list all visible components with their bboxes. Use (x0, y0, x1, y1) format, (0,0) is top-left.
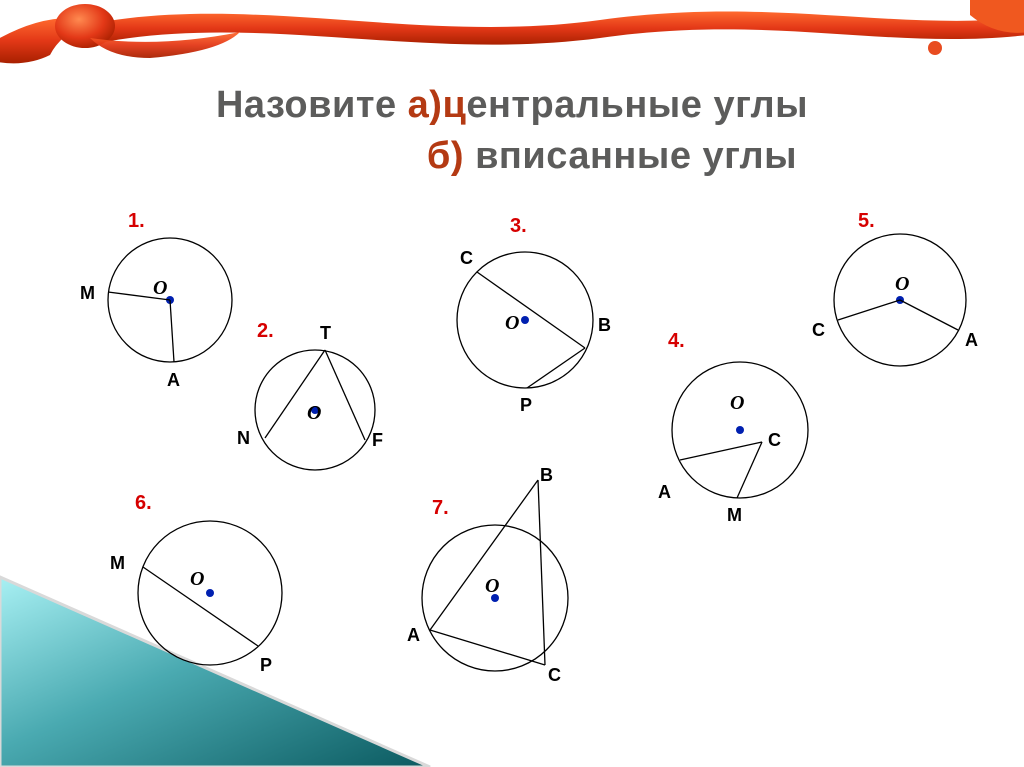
point-label-4-A: A (658, 482, 671, 503)
point-label-5-A: A (965, 330, 978, 351)
diagram-number-1: 1. (128, 210, 145, 233)
diagram-number-3: 3. (510, 215, 527, 238)
center-label-6: O (190, 568, 204, 591)
point-label-3-C: C (460, 248, 473, 269)
diagram-number-5: 5. (858, 210, 875, 233)
point-label-1-A: A (167, 370, 180, 391)
point-label-1-M: M (80, 283, 95, 304)
point-label-5-C: C (812, 320, 825, 341)
point-label-6-P: P (260, 655, 272, 676)
diagram-number-4: 4. (668, 330, 685, 353)
point-label-7-B: B (540, 465, 553, 486)
point-label-4-M: M (727, 505, 742, 526)
labels-layer: 1. O M A 2. O T N F 3. O C B P 4. O C A M 5. O C A 6. O M P 7. O A B C (0, 0, 1024, 767)
point-label-2-F: F (372, 430, 383, 451)
point-label-3-B: B (598, 315, 611, 336)
point-label-2-N: N (237, 428, 250, 449)
point-label-3-P: P (520, 395, 532, 416)
center-label-1: O (153, 277, 167, 300)
slide: Назовите а)центральные углы б) вписанные… (0, 0, 1024, 767)
point-label-6-M: M (110, 553, 125, 574)
point-label-7-A: A (407, 625, 420, 646)
point-label-2-T: T (320, 323, 331, 344)
diagram-number-7: 7. (432, 497, 449, 520)
center-label-7: O (485, 575, 499, 598)
center-label-2: O (307, 402, 321, 425)
point-label-7-C: C (548, 665, 561, 686)
diagram-number-6: 6. (135, 492, 152, 515)
diagram-number-2: 2. (257, 320, 274, 343)
center-label-5: O (895, 273, 909, 296)
center-label-4: O (730, 392, 744, 415)
center-label-3: O (505, 312, 519, 335)
point-label-4-C: C (768, 430, 781, 451)
